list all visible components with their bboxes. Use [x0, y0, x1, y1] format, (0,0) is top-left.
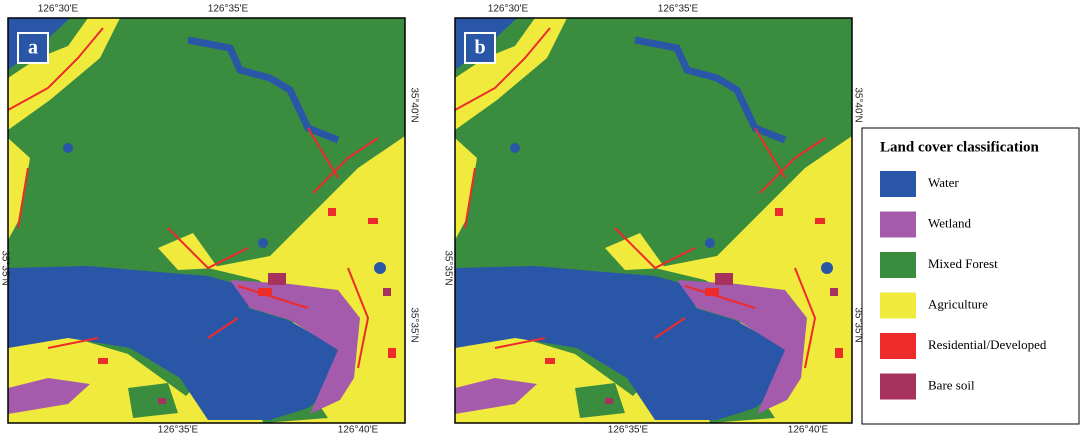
right-coord: 35°40'N [408, 87, 419, 122]
bottom-coord: 126°40'E [338, 425, 379, 435]
bottom-coord: 126°35'E [608, 425, 649, 435]
legend-title: Land cover classification [880, 139, 1040, 155]
legend-label: Residential/Developed [928, 337, 1047, 352]
top-coord: 126°30'E [488, 4, 529, 15]
map-panel: b 126°30'E 126°35'E 126°35'E 126°40'E 35… [442, 4, 863, 435]
legend-swatch [880, 171, 916, 197]
bottom-coord: 126°40'E [788, 425, 829, 435]
legend-swatch [880, 212, 916, 238]
legend-label: Bare soil [928, 377, 975, 392]
right-coord: 35°35'N [408, 307, 419, 342]
legend-label: Water [928, 175, 959, 190]
figure: a 126°30'E 126°35'E 126°35'E 126°40'E 35… [0, 0, 1089, 435]
legend-swatch [880, 374, 916, 400]
legend-swatch [880, 252, 916, 278]
legend-label: Wetland [928, 215, 971, 230]
left-coord: 35°35'N [0, 250, 10, 285]
top-coord: 126°30'E [38, 4, 79, 15]
panel-label: b [474, 37, 485, 59]
top-coord: 126°35'E [208, 4, 249, 15]
land-cover-map [8, 18, 405, 423]
legend-swatch [880, 293, 916, 319]
legend-label: Agriculture [928, 296, 988, 311]
map-panel: a 126°30'E 126°35'E 126°35'E 126°40'E 35… [0, 4, 419, 435]
left-coord: 35°35'N [442, 250, 453, 285]
legend-swatch [880, 333, 916, 359]
land-cover-map [455, 18, 852, 423]
top-coord: 126°35'E [658, 4, 699, 15]
legend: Land cover classification Water Wetland Mi… [862, 128, 1079, 424]
bottom-coord: 126°35'E [158, 425, 199, 435]
right-coord: 35°40'N [852, 87, 863, 122]
panel-label: a [28, 37, 38, 59]
legend-label: Mixed Forest [928, 256, 998, 271]
